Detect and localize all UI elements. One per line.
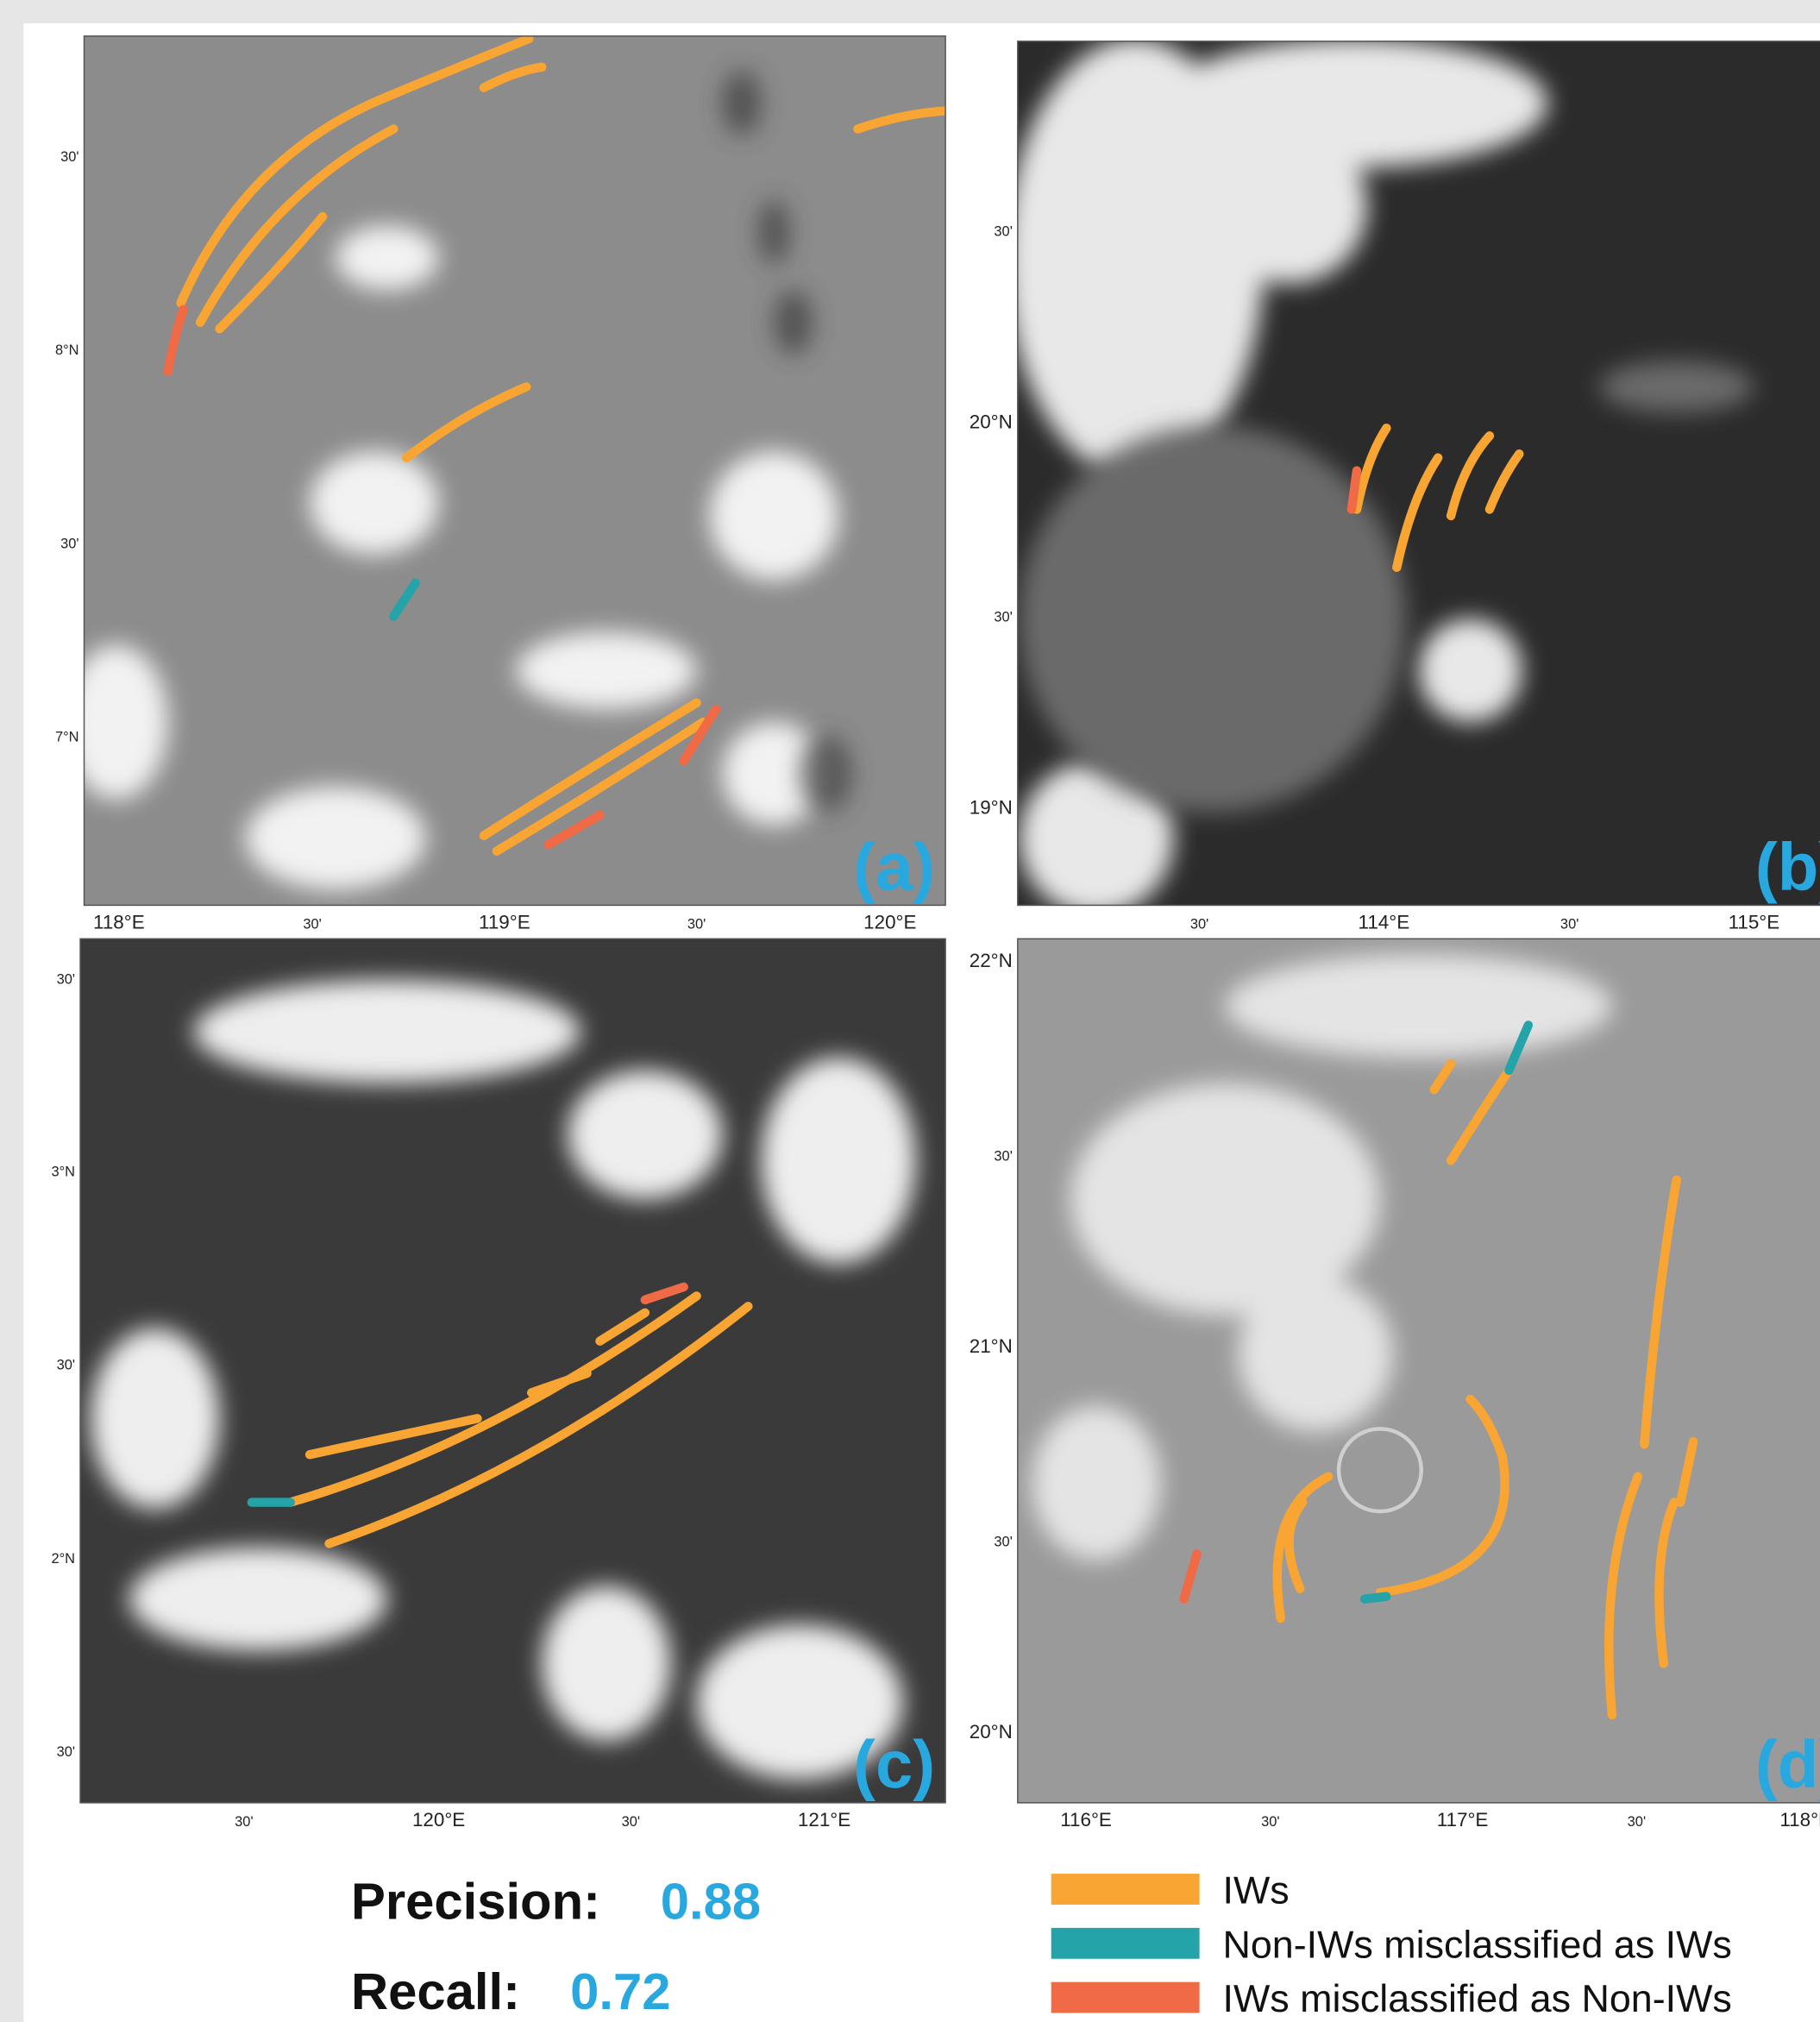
panel-label: (b) [1755,830,1820,904]
y-tick-label: 30' [60,536,78,551]
x-tick-label: 30' [622,1814,640,1830]
y-tick-label: 30' [994,1534,1012,1549]
x-tick-label: 30' [1190,916,1208,932]
y-tick-label: 7°N [55,730,79,745]
y-tick-label: 20°N [970,1721,1013,1743]
y-tick-label: 30' [57,1744,75,1760]
y-tick-label: 2°N [51,1551,75,1567]
x-tick-label: 30' [1261,1814,1279,1830]
y-tick-label: 21°N [970,1335,1013,1357]
recall-value: 0.72 [570,1962,670,2020]
x-tick-label: 30' [687,916,706,932]
x-tick-label: 121°E [798,1809,850,1830]
x-tick-label: 120°E [412,1809,465,1830]
x-tick-label: 30' [303,916,321,932]
y-tick-label: 8°N [55,342,79,358]
panel-c-image [80,939,945,1803]
y-tick-label: 19°N [970,796,1013,818]
panel-label: (d) [1755,1728,1820,1802]
x-tick-label: 119°E [479,911,530,933]
x-tick-label: 117°E [1437,1809,1489,1830]
panel-a-image [65,36,945,906]
y-tick-label: 30' [57,972,75,988]
panel-b-image [1006,39,1820,916]
panel-d-image [1018,939,1820,1803]
x-tick-label: 114°E [1359,911,1410,933]
legend-swatch [1051,1982,1200,2013]
y-tick-label: 22°N [970,950,1013,971]
panel-label: (a) [853,830,935,904]
legend-swatch [1051,1874,1200,1905]
precision-label: Precision: [351,1872,600,1930]
x-tick-label: 120°E [863,911,916,933]
x-tick-label: 115°E [1729,911,1780,933]
y-tick-label: 3°N [51,1164,75,1179]
x-tick-label: 118°E [93,911,145,933]
y-tick-label: 30' [994,610,1012,625]
y-tick-label: 30' [57,1358,75,1373]
precision-value: 0.88 [661,1872,761,1930]
figure: Precision: 0.88 Recall: 0.72 IWs Non-IWs … [0,0,1820,2022]
x-tick-label: 116°E [1060,1809,1112,1830]
y-tick-label: 30' [994,1148,1012,1164]
recall-label: Recall: [351,1962,520,2020]
legend-label: IWs misclassified as Non-IWs [1223,1976,1732,2020]
y-tick-label: 20°N [970,411,1013,432]
x-tick-label: 118°E [1779,1809,1820,1830]
panel-label: (c) [853,1728,935,1802]
legend-swatch [1051,1928,1200,1959]
y-tick-label: 30' [994,224,1012,240]
y-tick-label: 30' [60,149,78,165]
legend-label: IWs [1223,1868,1290,1912]
x-tick-label: 30' [1628,1814,1646,1830]
x-tick-label: 30' [1560,916,1578,932]
x-tick-label: 30' [235,1814,253,1830]
legend-label: Non-IWs misclassified as IWs [1223,1922,1732,1966]
